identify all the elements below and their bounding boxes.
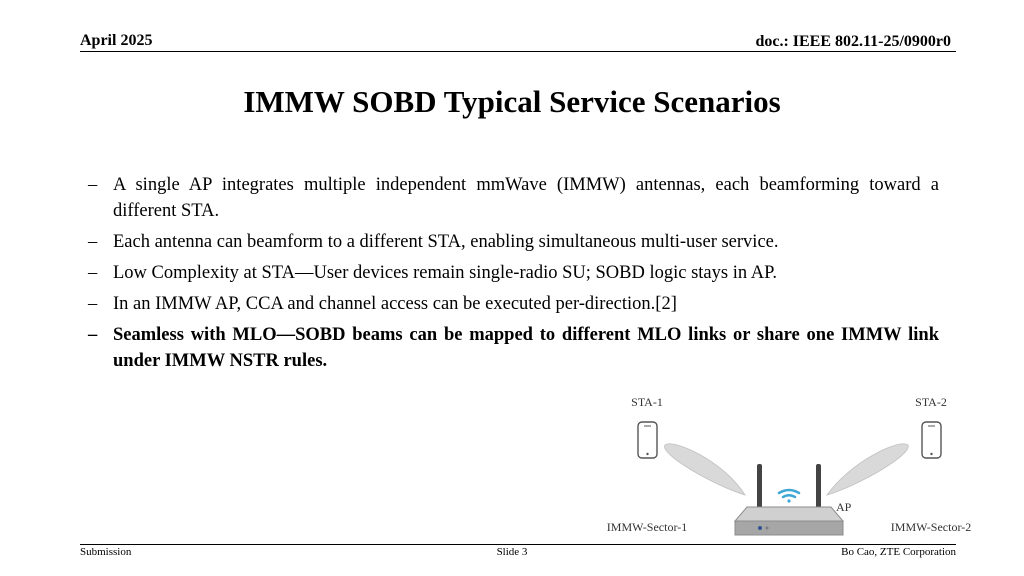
wifi-signal-icon	[777, 488, 801, 503]
footer-submission: Submission	[80, 546, 132, 558]
bullet-item: – Low Complexity at STA—User devices rema…	[88, 260, 939, 286]
footer-slide-number: Slide 3	[496, 546, 528, 558]
bullet-text: Seamless with MLO—SOBD beams can be mapp…	[113, 325, 939, 371]
sta2-label: STA-2	[915, 395, 947, 409]
bullet-text: A single AP integrates multiple independ…	[113, 175, 939, 221]
ap-label: AP	[836, 500, 852, 514]
header-doc-id: doc.: IEEE 802.11-25/0900r0	[755, 33, 951, 50]
wifi-router-icon	[733, 464, 845, 536]
sector1-label: IMMW-Sector-1	[607, 520, 687, 534]
bullet-dash: –	[88, 294, 98, 314]
header-divider	[80, 51, 956, 52]
sector2-label: IMMW-Sector-2	[891, 520, 971, 534]
bullet-item-bold: – Seamless with MLO—SOBD beams can be map…	[88, 322, 939, 374]
beam-sector-2	[826, 443, 909, 496]
sobd-scenario-diagram: STA-1 STA-2 AP IMMW-Sector-1 IMMW-Sector…	[607, 395, 971, 536]
beam-sector-1	[664, 443, 746, 496]
bullet-text: Each antenna can beamform to a different…	[113, 232, 779, 252]
slide-title: IMMW SOBD Typical Service Scenarios	[243, 84, 781, 119]
bullet-item: – Each antenna can beamform to a differen…	[88, 229, 939, 255]
header-date: April 2025	[80, 32, 153, 49]
phone-icon	[921, 421, 942, 459]
bullet-dash: –	[88, 263, 98, 283]
bullet-text: Low Complexity at STA—User devices remai…	[113, 263, 777, 283]
bullet-dash: –	[88, 232, 98, 252]
footer-divider	[80, 544, 956, 545]
bullet-list: – A single AP integrates multiple indepen…	[88, 172, 939, 379]
footer-author: Bo Cao, ZTE Corporation	[841, 546, 956, 558]
sta1-label: STA-1	[631, 395, 663, 409]
bullet-item: – In an IMMW AP, CCA and channel access c…	[88, 291, 939, 317]
phone-icon	[637, 421, 658, 459]
bullet-dash: –	[88, 325, 98, 345]
bullet-item: – A single AP integrates multiple indepen…	[88, 172, 939, 224]
bullet-dash: –	[88, 175, 98, 195]
bullet-text: In an IMMW AP, CCA and channel access ca…	[113, 294, 677, 314]
